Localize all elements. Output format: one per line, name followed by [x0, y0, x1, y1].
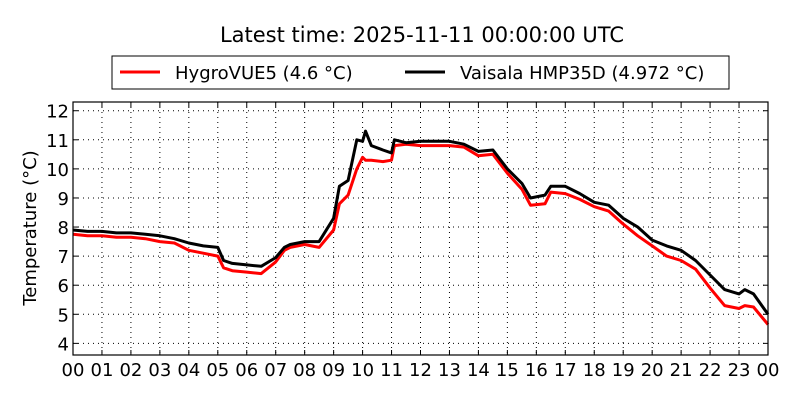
x-tick-label: 14 — [467, 360, 490, 381]
y-tick-label: 5 — [58, 305, 69, 326]
x-tick-label: 12 — [409, 360, 432, 381]
plot-frame — [72, 101, 769, 356]
x-tick-label: 22 — [699, 360, 722, 381]
x-tick-label: 00 — [62, 360, 85, 381]
x-tick-label: 07 — [264, 360, 287, 381]
legend: HygroVUE5 (4.6 °C) Vaisala HMP35D (4.972… — [111, 55, 730, 90]
x-tick-label: 23 — [728, 360, 751, 381]
y-tick-label: 12 — [46, 102, 69, 123]
y-tick-label: 9 — [58, 189, 69, 210]
x-tick-label: 08 — [293, 360, 316, 381]
y-tick-label: 11 — [46, 131, 69, 152]
x-tick-label: 17 — [554, 360, 577, 381]
series-lines — [72, 129, 770, 326]
y-tick-label: 10 — [46, 160, 69, 181]
y-tick-label: 4 — [58, 334, 69, 355]
x-tick-label: 15 — [496, 360, 519, 381]
x-tick-label: 05 — [206, 360, 229, 381]
x-tick-label: 21 — [670, 360, 693, 381]
x-tick-label: 10 — [351, 360, 374, 381]
x-tick-label: 06 — [235, 360, 258, 381]
y-tick-label: 8 — [58, 218, 69, 239]
y-axis-label: Temperature (°C) — [20, 150, 41, 306]
axis-ticks: 00 01 02 03 04 05 06 07 08 09 10 11 12 13 14 15 16 17 18 19… — [46, 102, 779, 381]
legend-label-hygrovue5: HygroVUE5 (4.6 °C) — [175, 63, 353, 84]
x-tick-label: 09 — [322, 360, 345, 381]
x-tick-label: 04 — [177, 360, 200, 381]
chart-title: Latest time: 2025-11-11 00:00:00 UTC — [220, 23, 624, 47]
y-tick-label: 6 — [58, 276, 69, 297]
series-line-vaisala — [72, 129, 770, 316]
y-tick-label: 7 — [58, 247, 69, 268]
x-tick-label: 01 — [91, 360, 114, 381]
x-tick-label: 16 — [525, 360, 548, 381]
legend-label-vaisala: Vaisala HMP35D (4.972 °C) — [460, 63, 704, 84]
grid — [72, 102, 769, 355]
x-tick-label: 11 — [380, 360, 403, 381]
x-tick-label: 19 — [612, 360, 635, 381]
x-tick-label: 20 — [641, 360, 664, 381]
x-tick-label: 00 — [757, 360, 780, 381]
x-tick-label: 13 — [438, 360, 461, 381]
x-tick-label: 02 — [119, 360, 142, 381]
x-tick-label: 03 — [148, 360, 171, 381]
x-tick-label: 18 — [583, 360, 606, 381]
